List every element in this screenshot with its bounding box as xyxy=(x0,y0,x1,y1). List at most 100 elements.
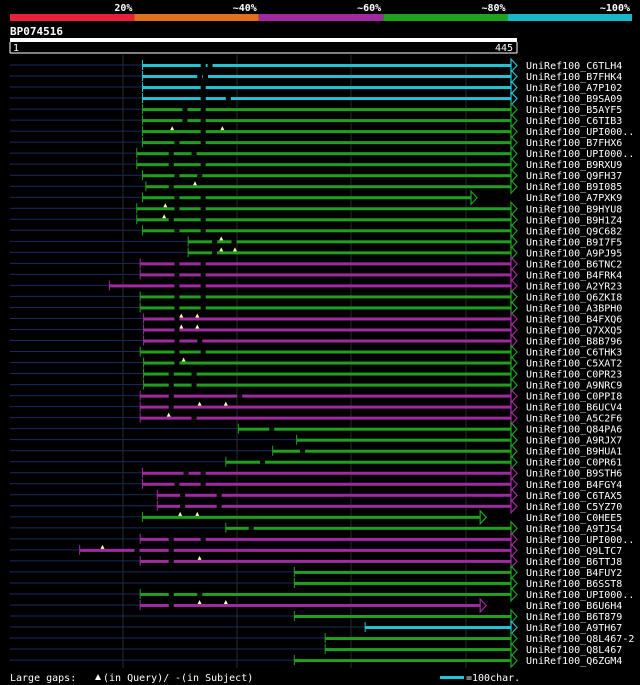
hit-name[interactable]: UniRef100_Q9FH37 xyxy=(526,171,622,182)
hit-row[interactable]: UniRef100_B9RXU9 xyxy=(10,156,622,173)
hit-name[interactable]: UniRef100_B8B796 xyxy=(526,337,622,348)
hit-row[interactable]: UniRef100_B4FGY4 xyxy=(10,476,622,493)
hit-name[interactable]: UniRef100_Q6ZGM4 xyxy=(526,656,622,667)
hit-row[interactable]: UniRef100_B9SA09 xyxy=(10,90,622,107)
hit-row[interactable]: UniRef100_A9TH67 xyxy=(10,619,622,636)
hit-row[interactable]: UniRef100_C0PR61 xyxy=(10,454,622,471)
hit-row[interactable]: UniRef100_UPI000.. xyxy=(10,531,634,548)
hit-row[interactable]: UniRef100_A2YR23 xyxy=(10,277,622,294)
hit-name[interactable]: UniRef100_UPI000.. xyxy=(526,535,634,546)
hit-row[interactable]: UniRef100_C6TLH4 xyxy=(10,57,622,74)
hit-name[interactable]: UniRef100_B6TTJ8 xyxy=(526,557,622,568)
hit-row[interactable]: UniRef100_C5YZ70 xyxy=(10,498,622,515)
hit-row[interactable]: UniRef100_Q8L467 xyxy=(10,641,622,658)
hit-row[interactable]: UniRef100_A3BPH0 xyxy=(10,299,622,316)
hit-name[interactable]: UniRef100_C6TIB3 xyxy=(526,116,622,127)
hit-name[interactable]: UniRef100_C6THK3 xyxy=(526,348,622,359)
hit-name[interactable]: UniRef100_A9PJ95 xyxy=(526,248,622,259)
hit-name[interactable]: UniRef100_A2YR23 xyxy=(526,281,622,292)
hit-name[interactable]: UniRef100_B4FUY2 xyxy=(526,568,622,579)
hit-name[interactable]: UniRef100_Q8L467 xyxy=(526,645,622,656)
hit-name[interactable]: UniRef100_B9I085 xyxy=(526,182,622,193)
hit-name[interactable]: UniRef100_A9TJS4 xyxy=(526,524,622,535)
hit-row[interactable]: UniRef100_B6TNC2 xyxy=(10,255,622,272)
hit-name[interactable]: UniRef100_UPI000.. xyxy=(526,590,634,601)
hit-row[interactable]: UniRef100_Q84PA6 xyxy=(10,421,622,438)
hit-name[interactable]: UniRef100_A7PXK9 xyxy=(526,193,622,204)
hit-row[interactable]: UniRef100_C0PR23 xyxy=(10,366,622,383)
hit-name[interactable]: UniRef100_B4FRK4 xyxy=(526,270,622,281)
hit-row[interactable]: UniRef100_B6TTJ8 xyxy=(10,553,622,570)
hit-row[interactable]: UniRef100_C0HEE5 xyxy=(10,509,622,526)
hit-name[interactable]: UniRef100_B9HYU8 xyxy=(526,204,622,215)
hit-row[interactable]: UniRef100_B9I085 xyxy=(10,178,622,195)
hit-row[interactable]: UniRef100_A9NRC9 xyxy=(10,377,622,394)
hit-row[interactable]: UniRef100_B6SST8 xyxy=(10,575,622,592)
hit-row[interactable]: UniRef100_A9PJ95 xyxy=(10,244,622,261)
hit-name[interactable]: UniRef100_C6TAX5 xyxy=(526,491,622,502)
hit-name[interactable]: UniRef100_C0PPI8 xyxy=(526,392,622,403)
hit-name[interactable]: UniRef100_B4FGY4 xyxy=(526,480,622,491)
hit-row[interactable]: UniRef100_B4FRK4 xyxy=(10,266,622,283)
hit-name[interactable]: UniRef100_C0HEE5 xyxy=(526,513,622,524)
hit-row[interactable]: UniRef100_B8B796 xyxy=(10,332,622,350)
hit-row[interactable]: UniRef100_B6U6H4 xyxy=(10,597,622,614)
hit-row[interactable]: UniRef100_C6TIB3 xyxy=(10,112,622,129)
hit-name[interactable]: UniRef100_C0PR23 xyxy=(526,370,622,381)
hit-row[interactable]: UniRef100_UPI000.. xyxy=(10,123,634,140)
hit-row[interactable]: UniRef100_C6TAX5 xyxy=(10,487,622,504)
hit-row[interactable]: UniRef100_Q9FH37 xyxy=(10,167,622,184)
hit-row[interactable]: UniRef100_B9H1Z4 xyxy=(10,211,622,228)
hit-row[interactable]: UniRef100_B9I7F5 xyxy=(10,233,622,250)
hit-name[interactable]: UniRef100_B6TNC2 xyxy=(526,259,622,270)
hit-name[interactable]: UniRef100_B6U6H4 xyxy=(526,601,622,612)
hit-row[interactable]: UniRef100_Q6ZGM4 xyxy=(10,652,622,669)
hit-row[interactable]: UniRef100_A5C2F6 xyxy=(10,410,622,427)
hit-row[interactable]: UniRef100_Q8L467-2 xyxy=(10,630,634,647)
hit-name[interactable]: UniRef100_B9STH6 xyxy=(526,469,622,480)
hit-name[interactable]: UniRef100_B9H1Z4 xyxy=(526,215,622,226)
hit-name[interactable]: UniRef100_A9RJX7 xyxy=(526,436,622,447)
hit-name[interactable]: UniRef100_UPI000.. xyxy=(526,149,634,160)
hit-name[interactable]: UniRef100_B4FXQ6 xyxy=(526,314,622,325)
hit-name[interactable]: UniRef100_B9RXU9 xyxy=(526,160,622,171)
hit-row[interactable]: UniRef100_Q6ZKI8 xyxy=(10,288,622,305)
hit-name[interactable]: UniRef100_B6T879 xyxy=(526,612,622,623)
hit-row[interactable]: UniRef100_A7P102 xyxy=(10,79,622,96)
hit-row[interactable]: UniRef100_B5AYF5 xyxy=(10,101,622,118)
hit-name[interactable]: UniRef100_A3BPH0 xyxy=(526,303,622,314)
hit-row[interactable]: UniRef100_A9TJS4 xyxy=(10,520,622,537)
hit-name[interactable]: UniRef100_B6UCV4 xyxy=(526,403,622,414)
hit-row[interactable]: UniRef100_Q9LTC7 xyxy=(10,542,622,559)
hit-name[interactable]: UniRef100_B9SA09 xyxy=(526,94,622,105)
hit-name[interactable]: UniRef100_UPI000.. xyxy=(526,127,634,138)
hit-row[interactable]: UniRef100_B9HUA1 xyxy=(10,443,622,460)
hit-name[interactable]: UniRef100_C5YZ70 xyxy=(526,502,622,513)
hit-row[interactable]: UniRef100_B7FHX6 xyxy=(10,134,622,151)
hit-row[interactable]: UniRef100_UPI000.. xyxy=(10,145,634,162)
hit-row[interactable]: UniRef100_B7FHK4 xyxy=(10,68,622,85)
hit-name[interactable]: UniRef100_B9HUA1 xyxy=(526,447,622,458)
hit-row[interactable]: UniRef100_Q7XXQ5 xyxy=(10,321,622,339)
hit-name[interactable]: UniRef100_B7FHK4 xyxy=(526,72,622,83)
hit-name[interactable]: UniRef100_Q8L467-2 xyxy=(526,634,634,645)
hit-name[interactable]: UniRef100_Q84PA6 xyxy=(526,425,622,436)
hit-name[interactable]: UniRef100_B6SST8 xyxy=(526,579,622,590)
hit-name[interactable]: UniRef100_A9TH67 xyxy=(526,623,622,634)
hit-name[interactable]: UniRef100_Q9C682 xyxy=(526,226,622,237)
hit-name[interactable]: UniRef100_B7FHX6 xyxy=(526,138,622,149)
hit-row[interactable]: UniRef100_A9RJX7 xyxy=(10,432,622,449)
hit-name[interactable]: UniRef100_B9I7F5 xyxy=(526,237,622,248)
hit-row[interactable]: UniRef100_C0PPI8 xyxy=(10,388,622,405)
hit-row[interactable]: UniRef100_B4FXQ6 xyxy=(10,310,622,327)
hit-row[interactable]: UniRef100_B9STH6 xyxy=(10,465,622,482)
hit-name[interactable]: UniRef100_C5XAT2 xyxy=(526,359,622,370)
hit-name[interactable]: UniRef100_B5AYF5 xyxy=(526,105,622,116)
hit-name[interactable]: UniRef100_Q9LTC7 xyxy=(526,546,622,557)
hit-row[interactable]: UniRef100_C5XAT2 xyxy=(10,355,622,372)
hit-name[interactable]: UniRef100_Q7XXQ5 xyxy=(526,325,622,336)
hit-name[interactable]: UniRef100_C6TLH4 xyxy=(526,61,622,72)
hit-name[interactable]: UniRef100_A9NRC9 xyxy=(526,381,622,392)
hit-row[interactable]: UniRef100_C6THK3 xyxy=(10,343,622,361)
hit-row[interactable]: UniRef100_B6UCV4 xyxy=(10,399,622,416)
